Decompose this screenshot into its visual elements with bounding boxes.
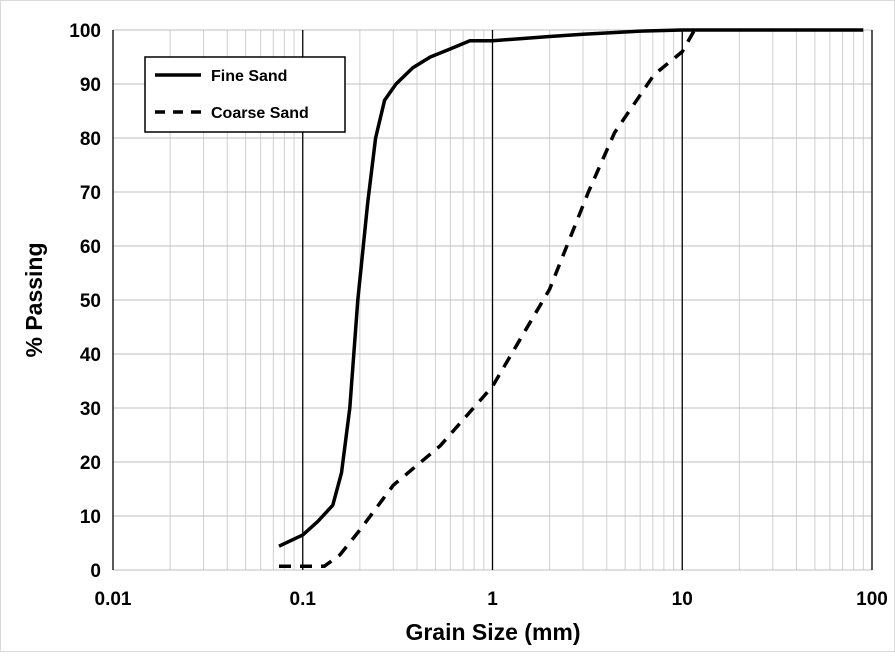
y-axis-label: % Passing bbox=[21, 242, 47, 357]
y-tick-label: 90 bbox=[80, 75, 101, 96]
y-tick-label: 20 bbox=[80, 453, 101, 474]
legend-box bbox=[144, 56, 346, 133]
data-line bbox=[279, 29, 697, 568]
x-tick-label: 100 bbox=[856, 589, 888, 610]
data-line bbox=[278, 28, 864, 548]
y-tick-label: 30 bbox=[80, 399, 101, 420]
legend-label: Fine Sand bbox=[211, 68, 287, 85]
legend-label: Coarse Sand bbox=[211, 105, 309, 122]
x-tick-label: 1 bbox=[487, 589, 498, 610]
y-tick-label: 80 bbox=[80, 129, 101, 150]
y-tick-label: 60 bbox=[80, 237, 101, 258]
x-tick-label: 0.01 bbox=[95, 589, 132, 610]
x-axis-label: Grain Size (mm) bbox=[405, 619, 580, 645]
plot-lines bbox=[278, 28, 864, 568]
y-tick-label: 100 bbox=[69, 21, 101, 42]
x-tick-label: 10 bbox=[672, 589, 693, 610]
y-tick-label: 40 bbox=[80, 345, 101, 366]
y-tick-label: 50 bbox=[80, 291, 101, 312]
x-tick-label: 0.1 bbox=[290, 589, 317, 610]
legend: Fine Sand Coarse Sand bbox=[144, 56, 346, 133]
y-tick-label: 10 bbox=[80, 507, 101, 528]
y-tick-label: 70 bbox=[80, 183, 101, 204]
y-tick-label: 0 bbox=[90, 561, 101, 582]
